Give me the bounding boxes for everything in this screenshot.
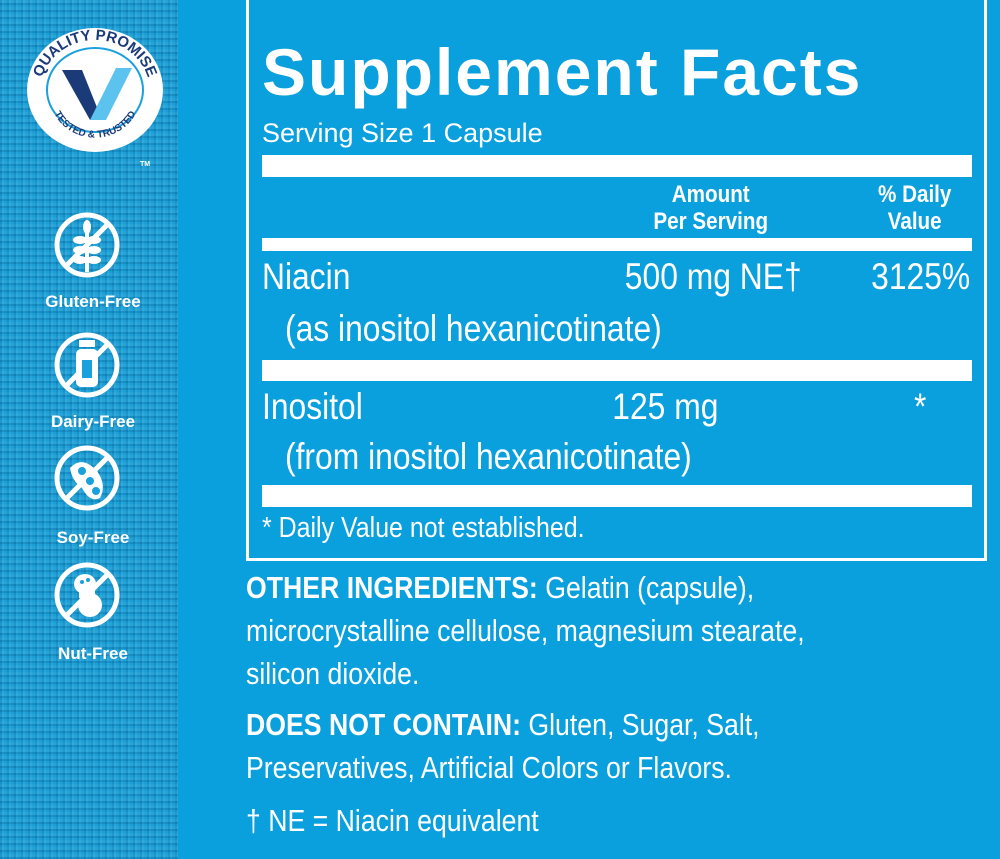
milk-bottle-crossed-icon xyxy=(54,332,120,398)
serving-size: Serving Size 1 Capsule xyxy=(262,118,543,148)
does-not-contain-label: DOES NOT CONTAIN: xyxy=(246,707,521,742)
other-ingredients-label: OTHER INGREDIENTS: xyxy=(246,570,538,605)
daily-value-header: % Daily Value xyxy=(872,181,957,235)
dv-header-line1: % Daily xyxy=(877,181,952,208)
amount-header-line1: Amount xyxy=(671,181,750,208)
gluten-free-label: Gluten-Free xyxy=(45,292,141,311)
divider-thick xyxy=(262,485,972,507)
does-not-contain: DOES NOT CONTAIN: Gluten, Sugar, Salt, Pr… xyxy=(246,707,760,785)
amount-header-line2: Per Serving xyxy=(652,208,768,235)
nutrient-daily-value: 3125% xyxy=(870,256,970,297)
nutrient-source: (as inositol hexanicotinate) xyxy=(285,308,662,349)
divider-thick xyxy=(262,155,972,177)
dairy-free-label: Dairy-Free xyxy=(50,412,136,431)
footnote: * Daily Value not established. xyxy=(262,512,585,544)
divider-thick xyxy=(262,360,972,381)
peanut-crossed-icon xyxy=(54,562,120,628)
nutrient-amount: 500 mg NE† xyxy=(625,256,802,297)
nutrient-daily-value: * xyxy=(913,386,926,427)
nut-free-label: Nut-Free xyxy=(58,644,128,663)
supplement-facts-panel xyxy=(246,0,987,561)
quality-promise-seal: QUALITY PROMISE TESTED & TRUSTED xyxy=(27,27,163,152)
dv-header-line2: Value xyxy=(887,208,942,235)
soy-free-label: Soy-Free xyxy=(56,528,130,547)
amount-header: Amount Per Serving xyxy=(644,181,777,235)
facts-title: Supplement Facts xyxy=(262,35,863,109)
nutrient-amount: 125 mg xyxy=(611,386,718,427)
wheat-crossed-icon xyxy=(54,212,120,278)
nutrient-name: Niacin xyxy=(262,256,351,297)
trademark-mark: TM xyxy=(140,161,151,168)
divider-medium xyxy=(262,238,972,251)
soybean-crossed-icon xyxy=(54,445,120,511)
nutrient-name: Inositol xyxy=(262,386,363,427)
nutrient-source: (from inositol hexanicotinate) xyxy=(285,436,692,477)
other-ingredients: OTHER INGREDIENTS: Gelatin (capsule), mic… xyxy=(246,570,805,691)
ne-footnote: † NE = Niacin equivalent xyxy=(246,803,539,838)
